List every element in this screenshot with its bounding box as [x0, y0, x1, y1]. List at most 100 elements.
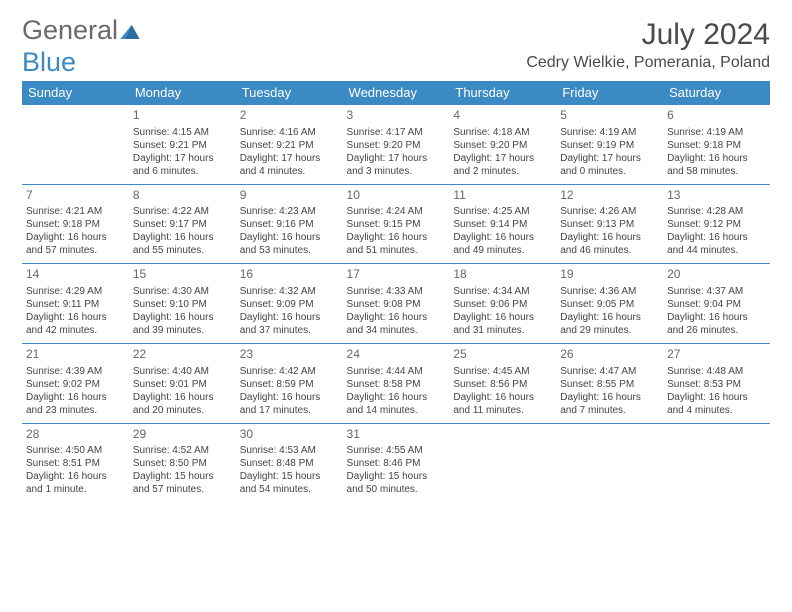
day-detail: Daylight: 17 hours: [133, 152, 232, 165]
day-cell: 20Sunrise: 4:37 AMSunset: 9:04 PMDayligh…: [663, 264, 770, 344]
day-detail: Sunrise: 4:45 AM: [453, 365, 552, 378]
day-detail: Daylight: 16 hours: [240, 231, 339, 244]
day-header: Thursday: [449, 81, 556, 105]
day-detail: and 2 minutes.: [453, 165, 552, 178]
day-detail: Daylight: 16 hours: [667, 391, 766, 404]
day-header: Tuesday: [236, 81, 343, 105]
day-detail: Sunrise: 4:19 AM: [667, 126, 766, 139]
day-detail: Sunset: 9:12 PM: [667, 218, 766, 231]
day-detail: Sunrise: 4:18 AM: [453, 126, 552, 139]
day-number: 30: [240, 427, 339, 443]
day-detail: and 11 minutes.: [453, 404, 552, 417]
day-detail: Sunset: 8:53 PM: [667, 378, 766, 391]
day-detail: Sunrise: 4:36 AM: [560, 285, 659, 298]
day-cell: [663, 423, 770, 502]
day-number: 26: [560, 347, 659, 363]
day-number: 16: [240, 267, 339, 283]
day-cell: 30Sunrise: 4:53 AMSunset: 8:48 PMDayligh…: [236, 423, 343, 502]
day-detail: Sunrise: 4:52 AM: [133, 444, 232, 457]
day-detail: Daylight: 16 hours: [453, 231, 552, 244]
day-detail: and 14 minutes.: [347, 404, 446, 417]
day-number: 7: [26, 188, 125, 204]
day-detail: and 26 minutes.: [667, 324, 766, 337]
day-detail: Sunrise: 4:42 AM: [240, 365, 339, 378]
day-number: 11: [453, 188, 552, 204]
day-number: 6: [667, 108, 766, 124]
day-detail: Daylight: 15 hours: [240, 470, 339, 483]
day-detail: Sunrise: 4:40 AM: [133, 365, 232, 378]
day-detail: Sunset: 9:21 PM: [240, 139, 339, 152]
day-number: 31: [347, 427, 446, 443]
day-detail: Sunset: 9:21 PM: [133, 139, 232, 152]
day-cell: 24Sunrise: 4:44 AMSunset: 8:58 PMDayligh…: [343, 344, 450, 424]
day-detail: Sunset: 9:14 PM: [453, 218, 552, 231]
day-detail: and 57 minutes.: [26, 244, 125, 257]
day-detail: Sunset: 8:56 PM: [453, 378, 552, 391]
day-detail: Daylight: 16 hours: [560, 311, 659, 324]
day-detail: Sunset: 9:09 PM: [240, 298, 339, 311]
day-detail: Daylight: 16 hours: [26, 391, 125, 404]
logo: GeneralBlue: [22, 18, 140, 75]
day-number: 19: [560, 267, 659, 283]
day-number: 9: [240, 188, 339, 204]
day-number: 14: [26, 267, 125, 283]
day-detail: Sunrise: 4:22 AM: [133, 205, 232, 218]
day-detail: Sunrise: 4:34 AM: [453, 285, 552, 298]
day-detail: Daylight: 16 hours: [240, 391, 339, 404]
day-detail: Sunrise: 4:37 AM: [667, 285, 766, 298]
day-detail: Sunset: 8:48 PM: [240, 457, 339, 470]
day-cell: 10Sunrise: 4:24 AMSunset: 9:15 PMDayligh…: [343, 184, 450, 264]
day-cell: 21 Sunrise: 4:39 AMSunset: 9:02 PMDayligh…: [22, 344, 129, 424]
week-row: 28Sunrise: 4:50 AMSunset: 8:51 PMDayligh…: [22, 423, 770, 502]
day-detail: Sunset: 9:06 PM: [453, 298, 552, 311]
day-detail: Sunrise: 4:17 AM: [347, 126, 446, 139]
title-block: July 2024 Cedry Wielkie, Pomerania, Pola…: [526, 18, 770, 72]
day-detail: Sunrise: 4:19 AM: [560, 126, 659, 139]
day-detail: and 34 minutes.: [347, 324, 446, 337]
day-cell: 18 Sunrise: 4:34 AMSunset: 9:06 PMDayligh…: [449, 264, 556, 344]
day-cell: 29Sunrise: 4:52 AMSunset: 8:50 PMDayligh…: [129, 423, 236, 502]
day-detail: Sunset: 9:02 PM: [26, 378, 125, 391]
month-title: July 2024: [526, 18, 770, 52]
day-cell: 26Sunrise: 4:47 AMSunset: 8:55 PMDayligh…: [556, 344, 663, 424]
day-detail: Daylight: 17 hours: [453, 152, 552, 165]
day-detail: Sunrise: 4:15 AM: [133, 126, 232, 139]
day-cell: [449, 423, 556, 502]
calendar-table: Sunday Monday Tuesday Wednesday Thursday…: [22, 81, 770, 502]
day-number: 18: [453, 267, 552, 283]
day-cell: 28Sunrise: 4:50 AMSunset: 8:51 PMDayligh…: [22, 423, 129, 502]
day-detail: Sunset: 9:11 PM: [26, 298, 125, 311]
day-detail: and 54 minutes.: [240, 483, 339, 496]
day-detail: Sunrise: 4:21 AM: [26, 205, 125, 218]
day-header: Sunday: [22, 81, 129, 105]
day-detail: Sunset: 9:08 PM: [347, 298, 446, 311]
day-detail: and 58 minutes.: [667, 165, 766, 178]
day-detail: and 50 minutes.: [347, 483, 446, 496]
day-detail: Sunset: 8:46 PM: [347, 457, 446, 470]
day-number: 29: [133, 427, 232, 443]
day-number: 8: [133, 188, 232, 204]
day-detail: Sunrise: 4:28 AM: [667, 205, 766, 218]
day-detail: Sunset: 8:55 PM: [560, 378, 659, 391]
day-detail: and 0 minutes.: [560, 165, 659, 178]
day-detail: Sunset: 8:51 PM: [26, 457, 125, 470]
day-detail: Sunrise: 4:55 AM: [347, 444, 446, 457]
day-cell: 1Sunrise: 4:15 AMSunset: 9:21 PMDaylight…: [129, 105, 236, 185]
day-detail: Daylight: 16 hours: [667, 311, 766, 324]
day-header: Monday: [129, 81, 236, 105]
day-detail: Sunset: 9:18 PM: [26, 218, 125, 231]
day-detail: Daylight: 16 hours: [453, 311, 552, 324]
day-cell: 31Sunrise: 4:55 AMSunset: 8:46 PMDayligh…: [343, 423, 450, 502]
day-number: 21: [26, 347, 125, 363]
calendar-body: 1Sunrise: 4:15 AMSunset: 9:21 PMDaylight…: [22, 105, 770, 502]
day-detail: Sunset: 9:17 PM: [133, 218, 232, 231]
day-detail: Daylight: 15 hours: [133, 470, 232, 483]
day-cell: 27Sunrise: 4:48 AMSunset: 8:53 PMDayligh…: [663, 344, 770, 424]
day-detail: Sunset: 8:58 PM: [347, 378, 446, 391]
day-detail: Sunset: 9:20 PM: [453, 139, 552, 152]
day-cell: 9Sunrise: 4:23 AMSunset: 9:16 PMDaylight…: [236, 184, 343, 264]
day-detail: Sunrise: 4:16 AM: [240, 126, 339, 139]
day-detail: and 51 minutes.: [347, 244, 446, 257]
day-detail: Sunrise: 4:47 AM: [560, 365, 659, 378]
day-detail: Sunrise: 4:39 AM: [26, 365, 125, 378]
